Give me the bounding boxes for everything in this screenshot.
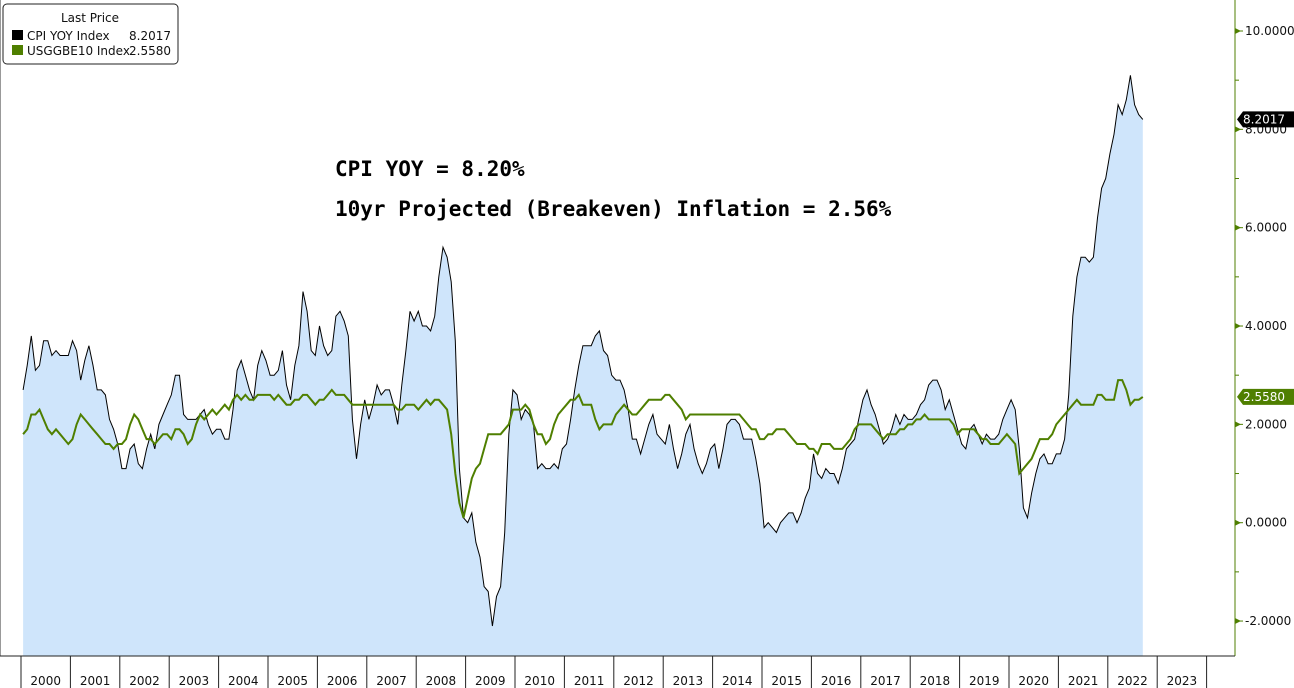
legend-swatch-breakeven — [12, 45, 23, 55]
x-tick-label: 2009 — [475, 674, 506, 688]
x-tick-label: 2008 — [426, 674, 457, 688]
x-tick-label: 2002 — [129, 674, 160, 688]
annotation-cpi: CPI YOY = 8.20% — [335, 157, 525, 181]
x-tick-label: 2021 — [1068, 674, 1099, 688]
x-tick-label: 2006 — [327, 674, 358, 688]
x-tick-label: 2020 — [1018, 674, 1049, 688]
y-axis: 10.00008.00006.00004.00002.00000.0000-2.… — [1234, 0, 1294, 656]
cpi-last-value-tag: 8.2017 — [1243, 112, 1285, 126]
y-tick-label: -2.0000 — [1245, 614, 1291, 628]
x-tick-label: 2017 — [870, 674, 901, 688]
legend-swatch-cpi — [12, 30, 23, 40]
x-tick-label: 2014 — [722, 674, 753, 688]
x-tick-label: 2003 — [179, 674, 210, 688]
x-tick-label: 2007 — [376, 674, 407, 688]
legend-box — [2, 3, 179, 65]
x-tick-label: 2000 — [30, 674, 61, 688]
y-tick-label: 2.0000 — [1245, 417, 1287, 431]
x-tick-label: 2001 — [80, 674, 111, 688]
y-tick-label: 4.0000 — [1245, 319, 1287, 333]
breakeven-last-value-tag-bg — [1237, 388, 1294, 405]
breakeven-last-value-tag: 2.5580 — [1243, 390, 1285, 404]
x-tick-label: 2019 — [969, 674, 1000, 688]
legend: Last Price CPI YOY Index 8.2017 USGGBE10… — [2, 3, 179, 65]
cpi-area-fill — [23, 75, 1143, 657]
legend-value-breakeven: 2.5580 — [129, 44, 171, 58]
plot-area — [0, 0, 1144, 657]
x-tick-label: 2022 — [1117, 674, 1148, 688]
breakeven-line — [22, 379, 1144, 519]
x-axis: 2000 2001 2002 2003 2004 2005 2006 2007 2008 2009… — [0, 655, 1235, 688]
x-tick-label: 2010 — [524, 674, 555, 688]
x-tick-label: 2015 — [771, 674, 802, 688]
legend-value-cpi: 8.2017 — [129, 29, 171, 43]
y-tick-label: 6.0000 — [1245, 221, 1287, 235]
x-tick-label: 2018 — [920, 674, 951, 688]
x-tick-label: 2005 — [277, 674, 308, 688]
x-tick-label: 2023 — [1167, 674, 1198, 688]
x-tick-label: 2016 — [821, 674, 852, 688]
legend-title: Last Price — [61, 11, 119, 25]
x-tick-label: 2004 — [228, 674, 259, 688]
x-tick-label: 2013 — [673, 674, 704, 688]
cpi-line — [22, 75, 1144, 627]
y-tick-label: 0.0000 — [1245, 516, 1287, 530]
legend-label-breakeven: USGGBE10 Index — [27, 44, 130, 58]
annotation-breakeven: 10yr Projected (Breakeven) Inflation = 2… — [335, 197, 892, 221]
cpi-last-value-tag-bg — [1237, 111, 1294, 128]
legend-label-cpi: CPI YOY Index — [27, 29, 110, 43]
x-tick-label: 2011 — [574, 674, 605, 688]
y-tick-label: 10.0000 — [1245, 24, 1294, 38]
x-tick-label: 2012 — [623, 674, 654, 688]
